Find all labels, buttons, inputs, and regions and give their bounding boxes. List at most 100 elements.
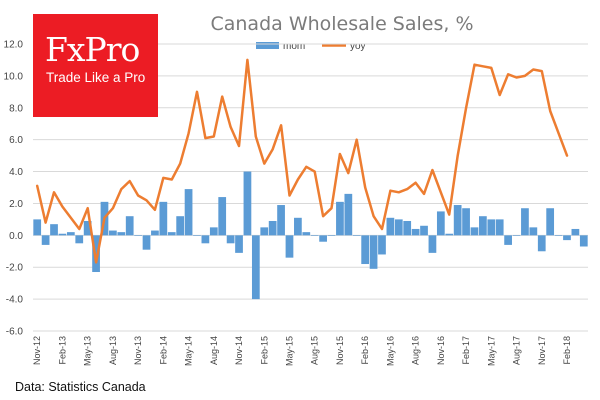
- mom-bar: [529, 227, 538, 236]
- x-tick-label: Nov-14: [234, 336, 244, 365]
- logo-name: FxPro: [45, 30, 140, 69]
- mom-bar: [453, 205, 462, 236]
- mom-bar: [378, 235, 386, 255]
- mom-bar: [470, 227, 479, 236]
- x-tick-label: Aug-15: [310, 336, 320, 365]
- mom-bar: [571, 228, 580, 236]
- mom-bar: [92, 235, 100, 273]
- mom-bar: [386, 217, 395, 236]
- legend-label-yoy: yoy: [350, 41, 366, 52]
- y-tick-label: -6.0: [6, 327, 24, 338]
- x-tick-label: Aug-16: [411, 336, 421, 365]
- mom-bar: [142, 235, 151, 250]
- mom-bars: [33, 171, 588, 300]
- mom-bar: [41, 235, 50, 245]
- mom-bar: [403, 220, 412, 236]
- mom-bar: [487, 219, 496, 236]
- mom-bar: [209, 227, 218, 236]
- x-tick-label: Nov-12: [32, 336, 42, 365]
- mom-bar: [75, 235, 84, 244]
- mom-bar: [369, 235, 378, 269]
- mom-bar: [117, 232, 126, 236]
- mom-bar: [109, 230, 117, 236]
- chart-title: Canada Wholesale Sales, %: [210, 13, 473, 35]
- fxpro-logo: FxPro Trade Like a Pro: [33, 14, 158, 117]
- mom-bar: [504, 235, 512, 245]
- mom-bar: [436, 211, 445, 236]
- y-tick-label: 8.0: [9, 103, 23, 114]
- y-tick-label: 6.0: [9, 135, 23, 146]
- mom-bar: [302, 232, 311, 236]
- y-tick-label: 0.0: [9, 231, 23, 242]
- x-tick-label: Feb-13: [57, 336, 67, 365]
- mom-bar: [554, 235, 563, 236]
- y-axis-ticks: -6.0 -4.0 -2.0 0.0 2.0 4.0 6.0 8.0 10.0 12.0: [4, 40, 24, 338]
- x-tick-label: May-15: [285, 336, 295, 366]
- mom-bar: [352, 235, 361, 236]
- x-tick-label: Aug-13: [108, 336, 118, 365]
- mom-bar: [344, 193, 353, 236]
- mom-bar: [50, 224, 58, 236]
- x-tick-label: May-14: [184, 336, 194, 366]
- x-tick-label: Nov-16: [436, 336, 446, 365]
- y-tick-label: 12.0: [4, 40, 24, 51]
- mom-bar: [184, 189, 193, 236]
- x-tick-label: May-16: [385, 336, 395, 366]
- mom-bar: [260, 227, 269, 236]
- x-tick-label: Feb-17: [461, 336, 471, 365]
- mom-bar: [512, 235, 521, 236]
- y-tick-label: 4.0: [9, 167, 23, 178]
- x-tick-label: Nov-17: [537, 336, 547, 365]
- mom-bar: [336, 201, 344, 236]
- mom-bar: [495, 219, 504, 236]
- y-tick-label: -2.0: [6, 263, 24, 274]
- mom-bar: [193, 235, 201, 236]
- mom-bar: [201, 235, 210, 244]
- mom-bar: [218, 197, 227, 236]
- x-tick-label: Aug-17: [512, 336, 522, 365]
- legend-label-mom: mom: [283, 41, 305, 52]
- mom-bar: [277, 205, 285, 236]
- x-tick-label: May-17: [486, 336, 496, 366]
- x-axis-ticks: Nov-12 Feb-13 May-13 Aug-13 Nov-13 Feb-14 May-…: [32, 336, 572, 366]
- mom-bar: [428, 235, 437, 253]
- mom-bar: [151, 230, 159, 236]
- mom-bar: [563, 235, 571, 241]
- mom-bar: [361, 235, 370, 265]
- mom-bar: [546, 208, 555, 236]
- mom-bar: [285, 235, 294, 258]
- mom-bar: [462, 208, 470, 236]
- mom-bar: [125, 216, 134, 236]
- yoy-line: [35, 58, 569, 264]
- mom-bar: [33, 219, 42, 236]
- mom-bar: [83, 220, 92, 236]
- mom-bar: [167, 232, 176, 236]
- x-tick-label: Aug-14: [209, 336, 219, 365]
- mom-bar: [294, 217, 302, 236]
- mom-bar: [445, 233, 454, 236]
- y-tick-label: -4.0: [6, 295, 24, 306]
- mom-bar: [176, 216, 185, 236]
- mom-bar: [310, 235, 319, 236]
- x-tick-label: Feb-15: [259, 336, 269, 365]
- mom-bar: [268, 220, 277, 236]
- logo-tagline: Trade Like a Pro: [46, 70, 146, 85]
- x-tick-label: Feb-18: [562, 336, 572, 365]
- mom-bar: [159, 201, 168, 236]
- source-note: Data: Statistics Canada: [15, 380, 146, 394]
- mom-bar: [251, 235, 260, 300]
- mom-bar: [235, 235, 243, 253]
- mom-bar: [579, 235, 588, 247]
- mom-bar: [537, 235, 546, 252]
- mom-bar: [226, 235, 235, 244]
- x-tick-label: Nov-13: [133, 336, 143, 365]
- mom-bar: [411, 228, 420, 236]
- yoy-line-group: [35, 58, 569, 264]
- mom-bar: [134, 235, 142, 236]
- mom-bar: [521, 208, 529, 236]
- legend-swatch-mom: [256, 42, 279, 49]
- mom-bar: [420, 225, 428, 236]
- x-tick-label: Feb-16: [360, 336, 370, 365]
- mom-bar: [394, 219, 403, 236]
